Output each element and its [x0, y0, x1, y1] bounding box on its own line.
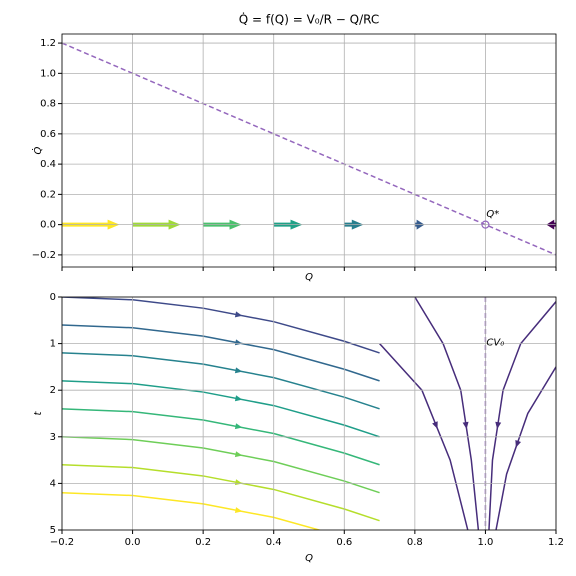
streamline [62, 352, 380, 410]
axes-frame [61, 33, 557, 268]
stream-arrow [495, 421, 502, 430]
stream-arrow [234, 367, 243, 374]
equilibrium-point [481, 220, 490, 229]
y-tick-label: 1.2 [40, 38, 56, 49]
x-tick-label: 0.2 [195, 537, 211, 548]
plot-area [62, 297, 556, 530]
y-tick-label: 1 [50, 339, 56, 350]
stream-arrow [234, 311, 243, 318]
x-axis-label: Q [305, 272, 313, 283]
y-tick-label: 4 [50, 478, 56, 489]
y-tick-label: 0.8 [40, 99, 56, 110]
dashed-line [62, 42, 556, 256]
y-tick-label: 0 [50, 292, 56, 303]
y-tick-label: 1.0 [40, 68, 56, 79]
x-tick-label: 1.0 [477, 537, 493, 548]
stream-arrow [234, 423, 243, 430]
y-tick-label: 2 [50, 385, 56, 396]
x-tick-label: 1.2 [548, 537, 564, 548]
streamline [495, 366, 556, 530]
streamline [62, 464, 380, 522]
stream-arrow [234, 507, 243, 514]
y-tick-label: 0.4 [40, 159, 56, 170]
stream-arrow [234, 395, 243, 402]
y-tick-label: 5 [50, 525, 56, 536]
streamline [62, 324, 380, 382]
y-tick-label: 0.2 [40, 189, 56, 200]
stream-arrow [515, 439, 522, 448]
y-tick-label: 0.0 [40, 220, 56, 231]
x-axis-label: Q [305, 553, 313, 564]
streamline [62, 380, 380, 438]
y-axis-label: Q̇ [31, 146, 44, 154]
x-tick-label: −0.2 [50, 537, 74, 548]
axes-frame [61, 296, 557, 531]
streamline [488, 301, 556, 530]
x-tick-label: 0.0 [125, 537, 141, 548]
y-tick-label: −0.2 [32, 250, 56, 261]
stream-arrow [462, 421, 469, 430]
y-tick-label: 3 [50, 432, 56, 443]
chart-title: Q̇ = f(Q) = V₀/R − Q/RC [239, 12, 380, 26]
stream-arrow [234, 451, 243, 458]
x-tick-label: 0.8 [407, 537, 423, 548]
streamline [62, 491, 322, 530]
x-tick-label: 0.4 [266, 537, 282, 548]
y-axis-label: t [33, 410, 44, 415]
streamline [414, 297, 480, 530]
x-tick-label: 0.6 [336, 537, 352, 548]
streamline [62, 297, 380, 354]
stream-arrow [432, 421, 438, 429]
annotation: CV₀ [486, 337, 504, 348]
streamline [62, 436, 380, 494]
y-tick-label: 0.6 [40, 129, 56, 140]
annotation: Q* [486, 209, 499, 220]
